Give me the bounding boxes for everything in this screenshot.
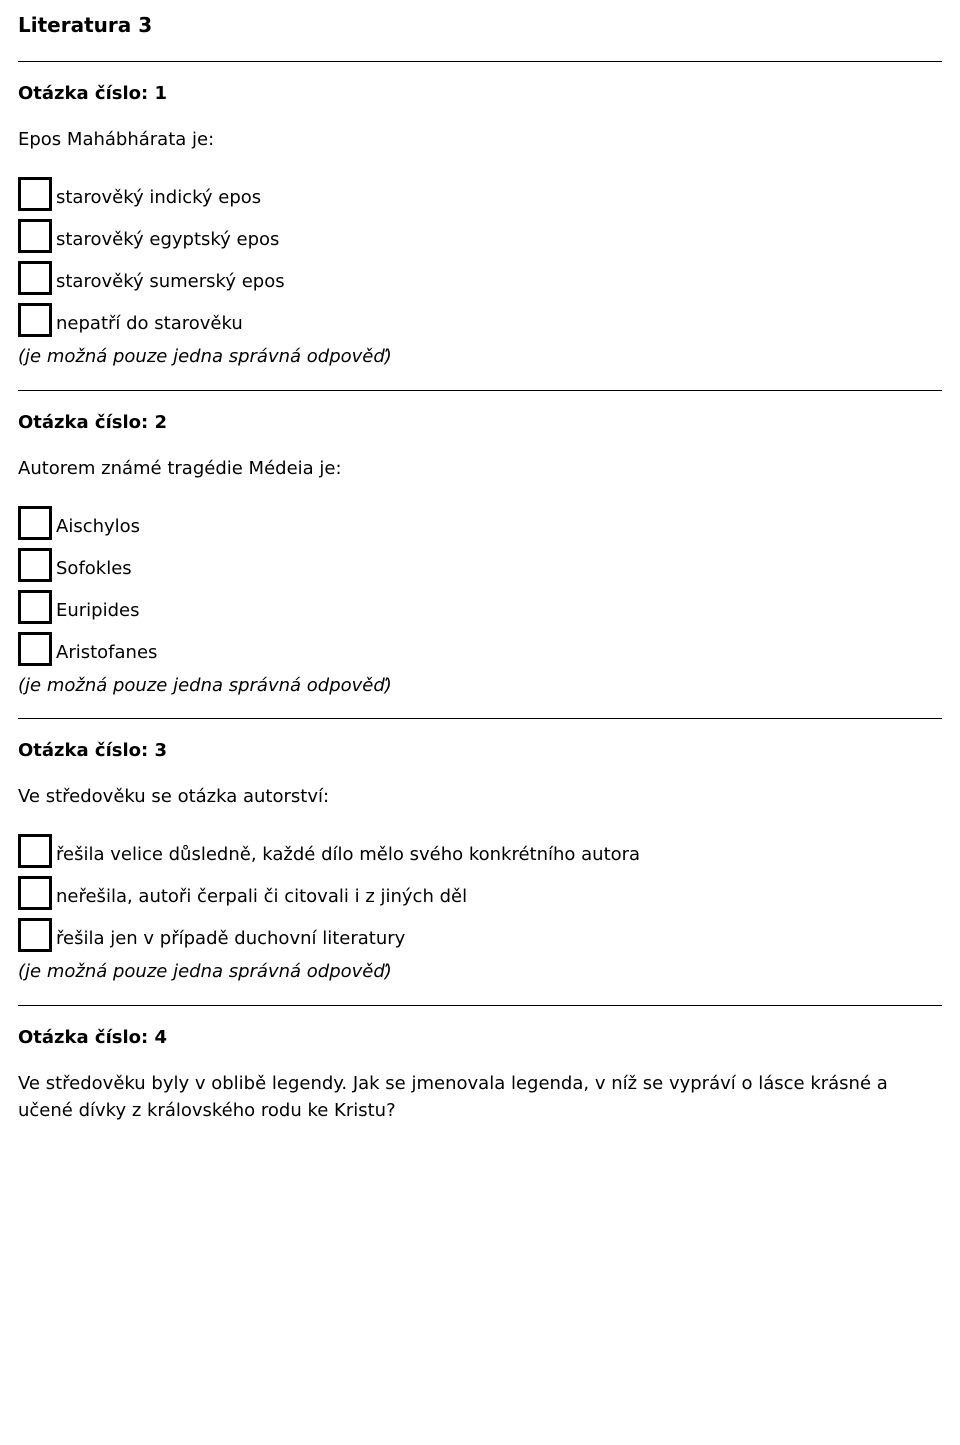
checkbox[interactable]	[18, 632, 52, 666]
question-2: Otázka číslo: 2 Autorem známé tragédie M…	[18, 411, 942, 699]
option-row: neřešila, autoři čerpali či citovali i z…	[18, 876, 942, 910]
page-title: Literatura 3	[18, 12, 942, 39]
option-row: starověký egyptský epos	[18, 219, 942, 253]
question-4: Otázka číslo: 4 Ve středověku byly v obl…	[18, 1026, 942, 1124]
option-row: starověký sumerský epos	[18, 261, 942, 295]
checkbox[interactable]	[18, 590, 52, 624]
option-row: Sofokles	[18, 548, 942, 582]
question-prompt: Epos Mahábhárata je:	[18, 126, 942, 153]
option-row: Aischylos	[18, 506, 942, 540]
separator	[18, 718, 942, 719]
option-label: Sofokles	[56, 557, 132, 582]
checkbox[interactable]	[18, 261, 52, 295]
option-label: starověký egyptský epos	[56, 228, 279, 253]
checkbox[interactable]	[18, 506, 52, 540]
question-3: Otázka číslo: 3 Ve středověku se otázka …	[18, 739, 942, 985]
question-heading: Otázka číslo: 1	[18, 82, 942, 106]
option-label: Euripides	[56, 599, 140, 624]
answer-hint: (je možná pouze jedna správná odpověď)	[18, 674, 942, 698]
question-prompt: Autorem známé tragédie Médeia je:	[18, 455, 942, 482]
option-label: Aristofanes	[56, 641, 157, 666]
options-list: Aischylos Sofokles Euripides Aristofanes	[18, 506, 942, 666]
checkbox[interactable]	[18, 548, 52, 582]
option-label: řešila jen v případě duchovní literatury	[56, 927, 405, 952]
checkbox[interactable]	[18, 918, 52, 952]
option-row: Aristofanes	[18, 632, 942, 666]
question-heading: Otázka číslo: 4	[18, 1026, 942, 1050]
checkbox[interactable]	[18, 303, 52, 337]
option-row: starověký indický epos	[18, 177, 942, 211]
checkbox[interactable]	[18, 219, 52, 253]
separator	[18, 390, 942, 391]
answer-hint: (je možná pouze jedna správná odpověď)	[18, 345, 942, 369]
option-row: nepatří do starověku	[18, 303, 942, 337]
question-heading: Otázka číslo: 2	[18, 411, 942, 435]
options-list: starověký indický epos starověký egyptsk…	[18, 177, 942, 337]
answer-hint: (je možná pouze jedna správná odpověď)	[18, 960, 942, 984]
separator	[18, 61, 942, 62]
option-row: řešila velice důsledně, každé dílo mělo …	[18, 834, 942, 868]
option-label: nepatří do starověku	[56, 312, 243, 337]
options-list: řešila velice důsledně, každé dílo mělo …	[18, 834, 942, 952]
option-row: řešila jen v případě duchovní literatury	[18, 918, 942, 952]
checkbox[interactable]	[18, 177, 52, 211]
question-heading: Otázka číslo: 3	[18, 739, 942, 763]
option-label: neřešila, autoři čerpali či citovali i z…	[56, 885, 467, 910]
option-label: řešila velice důsledně, každé dílo mělo …	[56, 843, 640, 868]
option-label: Aischylos	[56, 515, 140, 540]
option-label: starověký sumerský epos	[56, 270, 285, 295]
checkbox[interactable]	[18, 876, 52, 910]
question-1: Otázka číslo: 1 Epos Mahábhárata je: sta…	[18, 82, 942, 370]
question-prompt: Ve středověku se otázka autorství:	[18, 783, 942, 810]
checkbox[interactable]	[18, 834, 52, 868]
option-label: starověký indický epos	[56, 186, 261, 211]
separator	[18, 1005, 942, 1006]
question-prompt: Ve středověku byly v oblibě legendy. Jak…	[18, 1070, 942, 1124]
option-row: Euripides	[18, 590, 942, 624]
